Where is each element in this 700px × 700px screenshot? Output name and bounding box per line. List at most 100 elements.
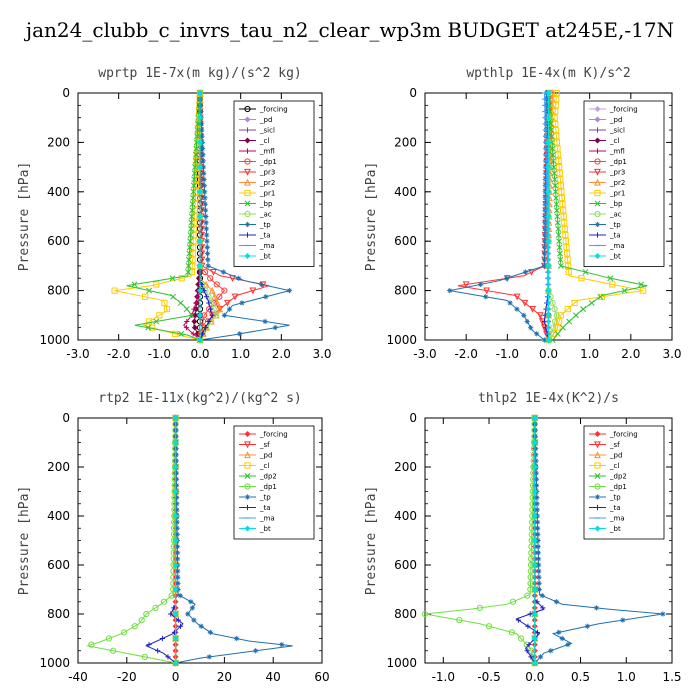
legend-entry-label: _tp bbox=[259, 494, 271, 502]
series-point-bp bbox=[551, 176, 558, 183]
series-point-pr1 bbox=[562, 231, 569, 239]
series-point-bt bbox=[545, 89, 552, 97]
series-point-ta bbox=[168, 611, 174, 617]
series-point-bp bbox=[190, 182, 197, 189]
series-point-bt bbox=[172, 414, 179, 422]
series-point-pr1 bbox=[562, 238, 570, 245]
series-point-tp bbox=[174, 544, 180, 550]
series-point-tp bbox=[204, 232, 210, 238]
legend-swatch-marker bbox=[594, 105, 601, 113]
series-point-pr2 bbox=[213, 299, 221, 307]
series-point-tp bbox=[507, 300, 513, 306]
series-point-dp1 bbox=[528, 543, 535, 550]
series-point-ta bbox=[540, 605, 546, 611]
x-tick-label: 0.0 bbox=[525, 670, 544, 684]
series-point-tp bbox=[202, 201, 208, 207]
series-point-bp bbox=[194, 127, 201, 134]
legend-swatch-marker bbox=[244, 127, 251, 133]
series-point-dp1 bbox=[421, 610, 429, 618]
x-tick-label: 60 bbox=[314, 670, 329, 684]
x-tick-label: 1.0 bbox=[231, 347, 250, 361]
series-point-pr3 bbox=[198, 250, 206, 258]
series-line-tp bbox=[449, 92, 547, 341]
series-point-ta bbox=[206, 300, 212, 306]
series-point-pr3 bbox=[198, 244, 206, 252]
series-line-bp bbox=[126, 92, 201, 341]
series-line-dp1 bbox=[85, 417, 177, 664]
series-point-dp1 bbox=[138, 617, 145, 624]
series-point-bp bbox=[557, 250, 563, 257]
series-point-tp bbox=[528, 325, 534, 331]
x-tick-label: 40 bbox=[266, 670, 281, 684]
series-point-tp bbox=[556, 629, 562, 635]
series-point-tp bbox=[173, 482, 180, 488]
series-point-pr1 bbox=[552, 102, 559, 109]
series-point-cl bbox=[192, 312, 199, 319]
series-point-bp bbox=[559, 324, 566, 331]
series-point-tp bbox=[534, 495, 540, 501]
series-point-pr1 bbox=[554, 145, 561, 152]
series-point-bt bbox=[196, 188, 204, 195]
y-axis-label: Pressure [hPa] bbox=[17, 162, 32, 272]
series-point-tp bbox=[533, 476, 539, 482]
series-point-tp bbox=[198, 121, 205, 127]
series-point-ac bbox=[551, 306, 558, 313]
panel-title: thlp2 1E-4x(K^2)/s bbox=[478, 391, 619, 406]
series-line-dp1 bbox=[424, 417, 536, 664]
series-point-dp1 bbox=[456, 617, 463, 624]
series-point-tp bbox=[174, 519, 180, 525]
legend-swatch-marker bbox=[594, 189, 601, 197]
legend-swatch-marker bbox=[594, 504, 601, 511]
series-point-bp bbox=[186, 250, 193, 257]
y-tick-label: 800 bbox=[47, 607, 70, 621]
y-tick-label: 1000 bbox=[39, 333, 70, 347]
series-point-tp bbox=[200, 164, 207, 170]
series-point-tp bbox=[533, 458, 539, 464]
series-point-bt bbox=[545, 164, 552, 171]
series-point-pr1 bbox=[557, 312, 564, 319]
series-point-bp bbox=[552, 182, 559, 189]
legend-entry-label: _cl bbox=[609, 462, 619, 470]
legend-swatch-marker bbox=[244, 168, 251, 176]
series-point-pr1 bbox=[558, 188, 565, 195]
series-point-bp bbox=[638, 281, 645, 288]
series-point-bp bbox=[555, 232, 562, 238]
legend-swatch-marker bbox=[594, 158, 601, 165]
series-point-bt bbox=[172, 463, 179, 471]
series-point-tp bbox=[253, 648, 259, 654]
legend-swatch-marker bbox=[244, 473, 251, 479]
series-point-bp bbox=[188, 219, 195, 226]
series-point-pr1 bbox=[153, 281, 160, 288]
legend-swatch-marker bbox=[244, 441, 251, 449]
x-tick-label: 20 bbox=[217, 670, 232, 684]
series-point-tp bbox=[534, 331, 540, 337]
series-point-tp bbox=[535, 537, 541, 544]
series-point-bp bbox=[550, 164, 557, 171]
series-point-pr1 bbox=[571, 299, 578, 307]
series-point-bp bbox=[582, 269, 589, 276]
series-point-bp bbox=[572, 312, 579, 319]
legend-entry-label: _ta bbox=[609, 504, 621, 512]
series-point-tp bbox=[198, 623, 204, 629]
series-point-ta bbox=[526, 642, 532, 648]
series-point-bt bbox=[531, 488, 538, 495]
series-point-pr1 bbox=[556, 164, 563, 171]
series-point-dp1 bbox=[141, 653, 148, 660]
legend-entry-label: _bt bbox=[259, 525, 271, 533]
x-tick-label: 1.0 bbox=[617, 670, 636, 684]
series-point-tp bbox=[541, 263, 547, 269]
y-tick-label: 0 bbox=[409, 411, 417, 425]
series-point-bt bbox=[196, 238, 204, 245]
legend-entry-label: _bp bbox=[259, 200, 273, 208]
legend-entry-label: _ac bbox=[609, 211, 622, 219]
legend-entry-label: _dp2 bbox=[259, 473, 277, 481]
series-point-bp bbox=[580, 306, 587, 313]
series-point-dp1 bbox=[168, 592, 175, 599]
series-line-pr1 bbox=[548, 92, 644, 341]
series-point-tp bbox=[200, 158, 206, 164]
legend-entry-label: _cl bbox=[259, 137, 269, 145]
series-line-tp bbox=[199, 92, 290, 341]
legend-entry-label: _ac bbox=[259, 211, 272, 219]
x-tick-label: 1.5 bbox=[662, 670, 681, 684]
series-point-tp bbox=[191, 617, 197, 623]
